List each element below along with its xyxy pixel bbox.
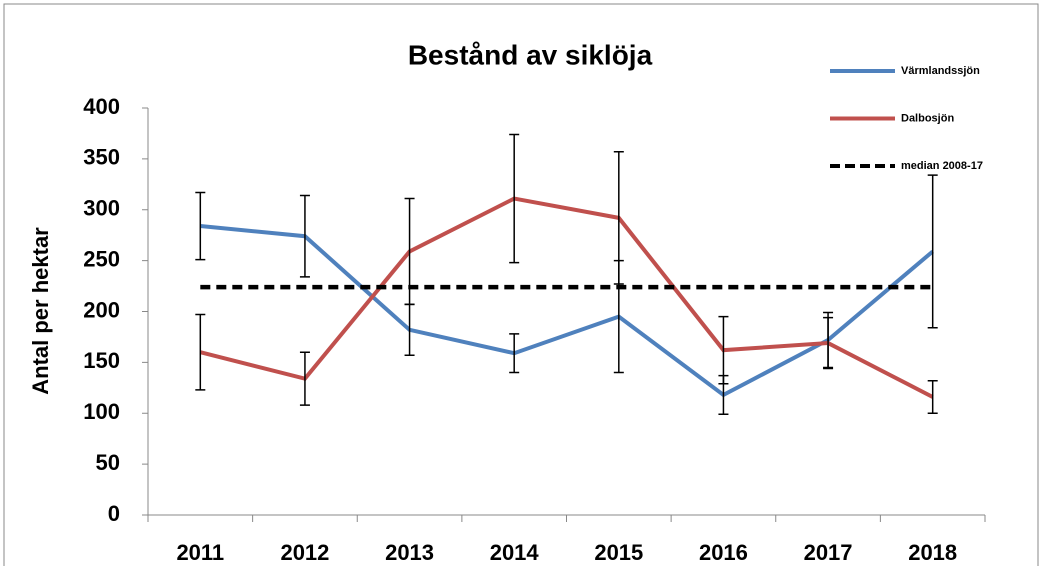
series-line bbox=[200, 224, 934, 398]
error-bar bbox=[299, 194, 310, 278]
error-bar bbox=[927, 174, 938, 329]
x-tick-label: 2015 bbox=[594, 540, 643, 565]
x-tick-label: 2012 bbox=[280, 540, 329, 565]
legend-label: Värmlandssjön bbox=[901, 65, 980, 77]
error-bar bbox=[823, 316, 834, 370]
error-bar bbox=[195, 313, 206, 391]
x-tick-label: 2014 bbox=[490, 540, 540, 565]
error-bar bbox=[927, 379, 938, 414]
error-bar bbox=[299, 351, 310, 406]
chart-title: Bestånd av siklöja bbox=[408, 39, 653, 70]
y-axis-label: Antal per hektar bbox=[28, 227, 53, 395]
x-tick-label: 2011 bbox=[176, 540, 224, 565]
x-tick-label: 2013 bbox=[385, 540, 434, 565]
error-bar bbox=[613, 151, 624, 285]
x-tick-label: 2018 bbox=[908, 540, 957, 565]
y-tick-label: 150 bbox=[83, 348, 120, 373]
y-tick-label: 250 bbox=[83, 246, 120, 271]
x-tick-label: 2016 bbox=[699, 540, 748, 565]
error-bar bbox=[509, 333, 520, 374]
y-tick-label: 100 bbox=[83, 399, 120, 424]
y-tick-label: 200 bbox=[83, 297, 120, 322]
y-tick-label: 300 bbox=[83, 196, 120, 221]
legend-label: median 2008-17 bbox=[901, 160, 983, 172]
y-tick-label: 50 bbox=[96, 450, 120, 475]
y-tick-label: 350 bbox=[83, 145, 120, 170]
series-line bbox=[199, 196, 934, 399]
error-bar bbox=[509, 133, 520, 264]
y-tick-label: 400 bbox=[83, 94, 120, 119]
x-tick-label: 2017 bbox=[804, 540, 853, 565]
legend-label: Dalbosjön bbox=[901, 112, 954, 124]
y-tick-label: 0 bbox=[108, 501, 120, 526]
error-bar bbox=[718, 315, 729, 385]
error-bar bbox=[195, 191, 206, 261]
